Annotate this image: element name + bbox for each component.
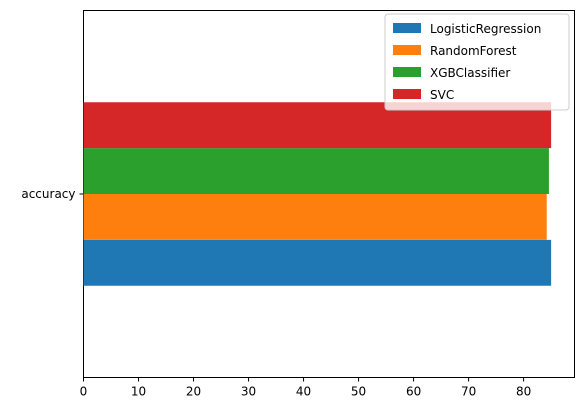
x-axis: 0 10 20 30 40 50 60 70 80 [80,377,531,399]
legend-label: LogisticRegression [430,22,541,36]
y-axis: accuracy [21,187,84,201]
x-tick-label: 50 [351,385,366,399]
x-tick-label: 30 [241,385,256,399]
legend: LogisticRegression RandomForest XGBClassif… [384,13,570,111]
x-tick-label: 20 [186,385,201,399]
legend-swatch [393,89,421,99]
legend-label: RandomForest [430,44,517,58]
legend-swatch [393,45,421,55]
x-tick-label: 60 [406,385,421,399]
bar-group [83,102,552,286]
legend-box [384,13,570,111]
legend-label: XGBClassifier [430,66,510,80]
x-tick-label: 40 [296,385,311,399]
bar-logisticregression [83,239,552,286]
x-tick-label: 70 [461,385,476,399]
legend-swatch [393,23,421,33]
y-category-label: accuracy [21,187,75,201]
legend-label: SVC [430,88,454,102]
legend-swatch [393,67,421,77]
x-tick-label: 10 [131,385,146,399]
bar-xgbclassifier [83,148,549,194]
bar-randomforest [83,194,547,240]
x-tick-label: 0 [80,385,88,399]
x-tick-label: 80 [516,385,531,399]
